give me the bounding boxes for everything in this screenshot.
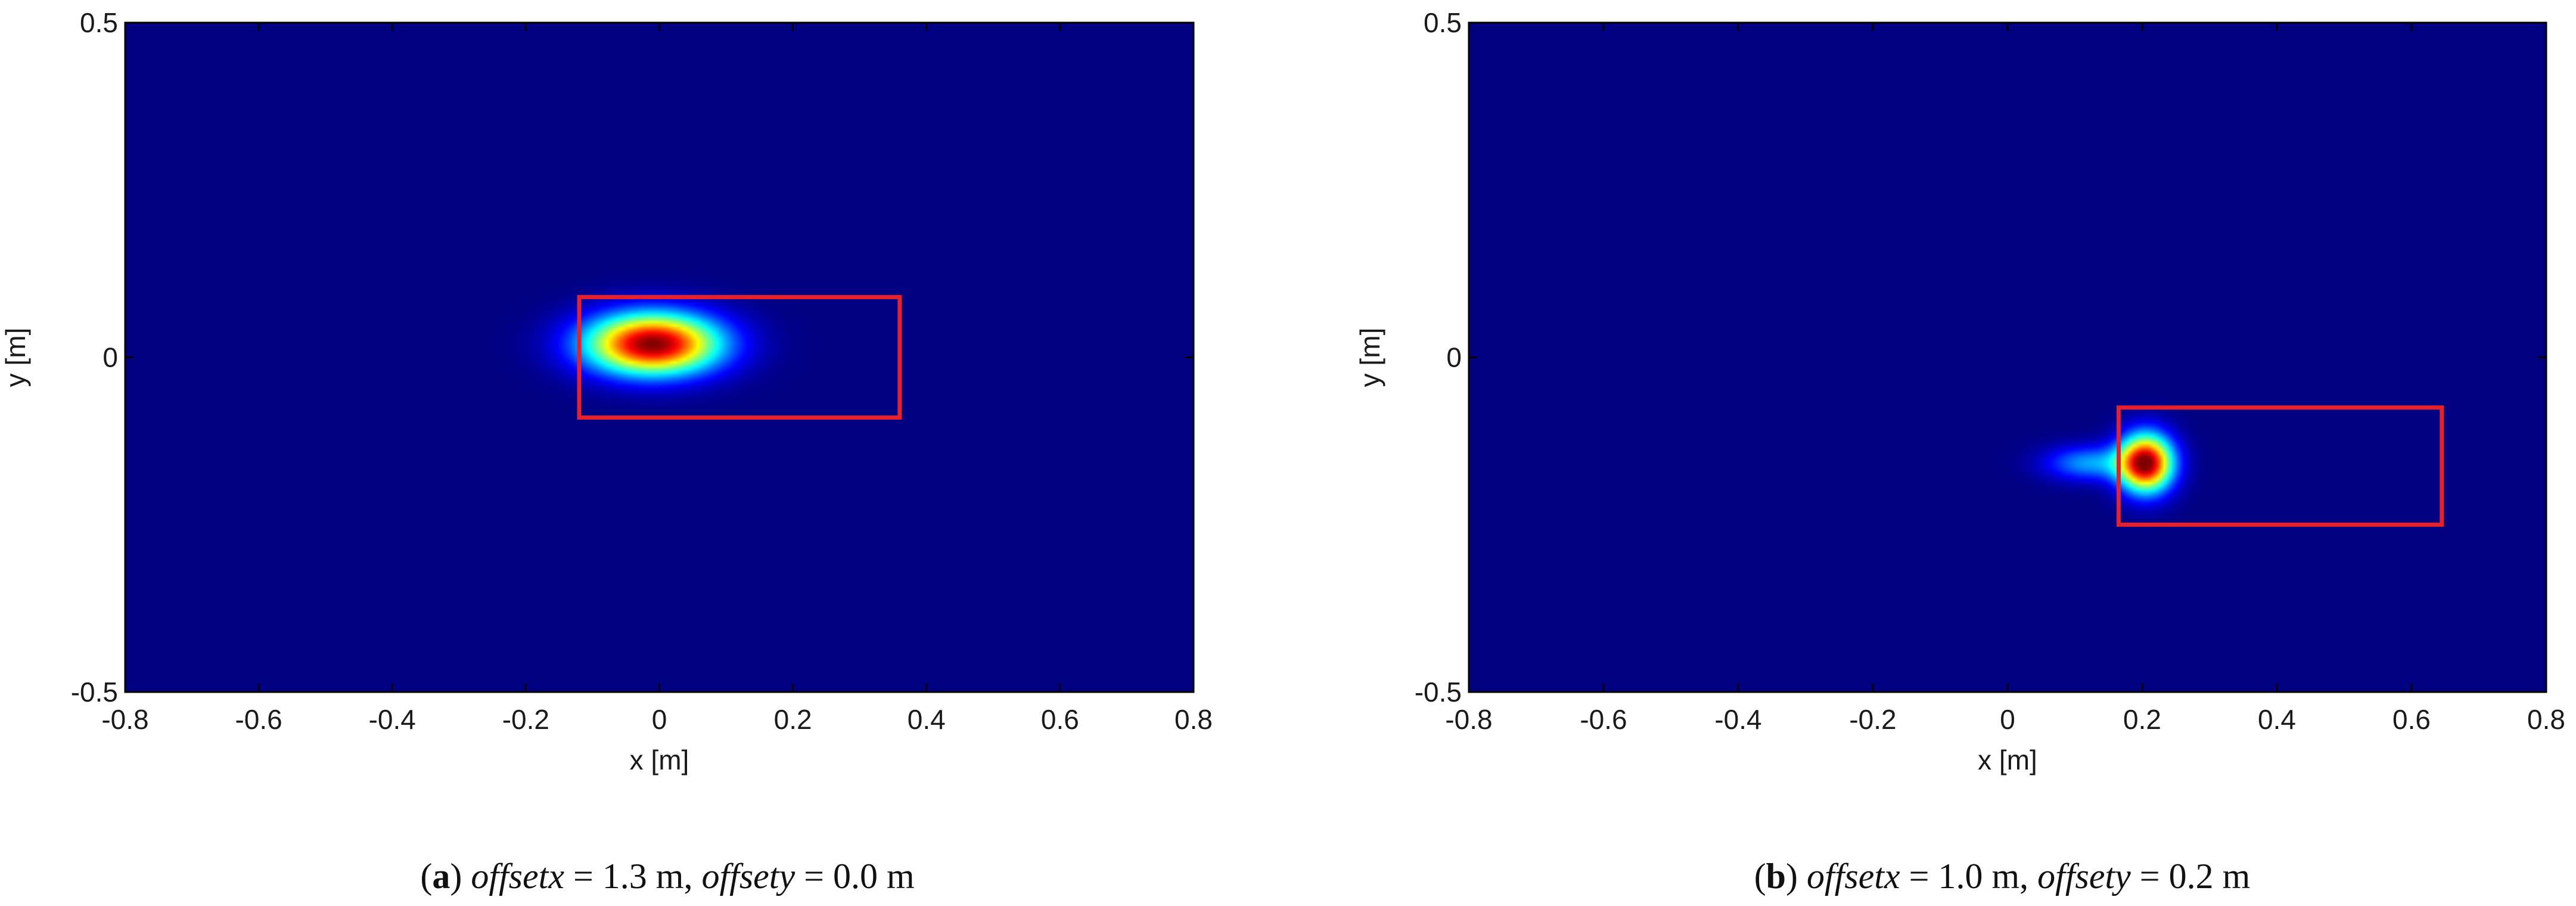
y-tick-label: 0	[102, 342, 118, 373]
caption-part: = 1.0 m,	[1900, 857, 2038, 896]
caption-panel-label: a	[432, 857, 450, 896]
y-tick-label: -0.5	[71, 677, 118, 708]
x-tick: -0.6	[1580, 23, 1627, 735]
x-tick-label: 0.2	[774, 704, 812, 735]
x-tick-label: 0	[2000, 704, 2015, 735]
y-axis-label: y [m]	[1354, 328, 1385, 387]
x-tick-label: -0.8	[101, 704, 148, 735]
x-tick: 0.6	[2392, 23, 2431, 735]
y-tick: -0.5	[71, 677, 1194, 708]
x-tick-label: -0.4	[369, 704, 416, 735]
x-tick-label: 0.6	[1041, 704, 1079, 735]
x-tick-label: 0.4	[908, 704, 946, 735]
x-tick-label: -0.6	[1580, 704, 1627, 735]
x-tick: -0.4	[1714, 23, 1762, 735]
y-tick-label: 0.5	[80, 7, 118, 38]
y-tick-label: -0.5	[1415, 677, 1462, 708]
x-tick: -0.2	[1849, 23, 1897, 735]
x-tick: 0	[2000, 23, 2015, 735]
y-tick-label: 0	[1446, 342, 1462, 373]
x-tick-label: 0	[652, 704, 667, 735]
x-tick-label: 0.6	[2392, 704, 2431, 735]
caption-part: offsetx	[1807, 857, 1900, 896]
x-tick-label: 0.2	[2123, 704, 2161, 735]
x-tick-label: 0.8	[2527, 704, 2565, 735]
y-axis-label: y [m]	[0, 328, 31, 387]
x-tick: -0.2	[502, 23, 549, 735]
y-tick: 0	[102, 342, 1194, 373]
heatmap-image	[125, 23, 1194, 692]
x-tick: -0.8	[1445, 23, 1493, 735]
caption-part: offsety	[2037, 857, 2131, 896]
y-tick: 0	[1446, 342, 2546, 373]
caption-close-paren: )	[450, 857, 471, 896]
x-tick-label: -0.8	[1445, 704, 1492, 735]
x-tick-label: -0.4	[1714, 704, 1761, 735]
caption-open-paren: (	[420, 857, 432, 896]
heatmap-image	[1469, 23, 2546, 692]
x-tick: 0.4	[2258, 23, 2296, 735]
x-tick-label: -0.6	[235, 704, 282, 735]
panel-caption: (b) offsetx = 1.0 m, offsety = 0.2 m	[1754, 857, 2251, 896]
y-tick: 0.5	[80, 7, 1194, 38]
x-tick: 0.6	[1041, 23, 1079, 735]
x-tick: 0	[652, 23, 667, 735]
caption-part: = 0.0 m	[795, 857, 915, 896]
caption-close-paren: )	[1786, 857, 1807, 896]
y-tick: 0.5	[1424, 7, 2546, 38]
caption-part: offsety	[701, 857, 795, 896]
panel-b: -0.8 -0.6 -0.4 -0.2 0 0.2 0.4 0.6 0.8 -0.5 0 0.5 x […	[1354, 7, 2565, 896]
caption-part: = 1.3 m,	[564, 857, 702, 896]
x-tick-label: -0.2	[502, 704, 549, 735]
x-tick: -0.6	[235, 23, 282, 735]
x-tick: 0.2	[774, 23, 812, 735]
caption-part: = 0.2 m	[2131, 857, 2251, 896]
bounding-rectangle	[2116, 405, 2444, 527]
x-tick-label: -0.2	[1849, 704, 1896, 735]
x-tick: -0.4	[369, 23, 416, 735]
x-tick: 0.2	[2123, 23, 2161, 735]
x-tick: 0.8	[2527, 23, 2565, 735]
panel-a: -0.8 -0.6 -0.4 -0.2 0 0.2 0.4 0.6 0.8 -0.5 0 0.5 x […	[0, 7, 1213, 896]
x-tick: 0.4	[908, 23, 946, 735]
caption-open-paren: (	[1754, 857, 1766, 896]
x-tick-label: 0.4	[2258, 704, 2296, 735]
y-tick: -0.5	[1415, 677, 2546, 708]
x-tick: 0.8	[1174, 23, 1213, 735]
x-axis-label: x [m]	[630, 744, 689, 775]
x-tick-label: 0.8	[1174, 704, 1213, 735]
caption-part: offsetx	[471, 857, 564, 896]
panel-caption: (a) offsetx = 1.3 m, offsety = 0.0 m	[420, 857, 914, 896]
bounding-rectangle	[577, 294, 902, 420]
caption-panel-label: b	[1766, 857, 1786, 896]
x-tick: -0.8	[101, 23, 149, 735]
y-tick-label: 0.5	[1424, 7, 1462, 38]
x-axis-label: x [m]	[1978, 744, 2037, 775]
